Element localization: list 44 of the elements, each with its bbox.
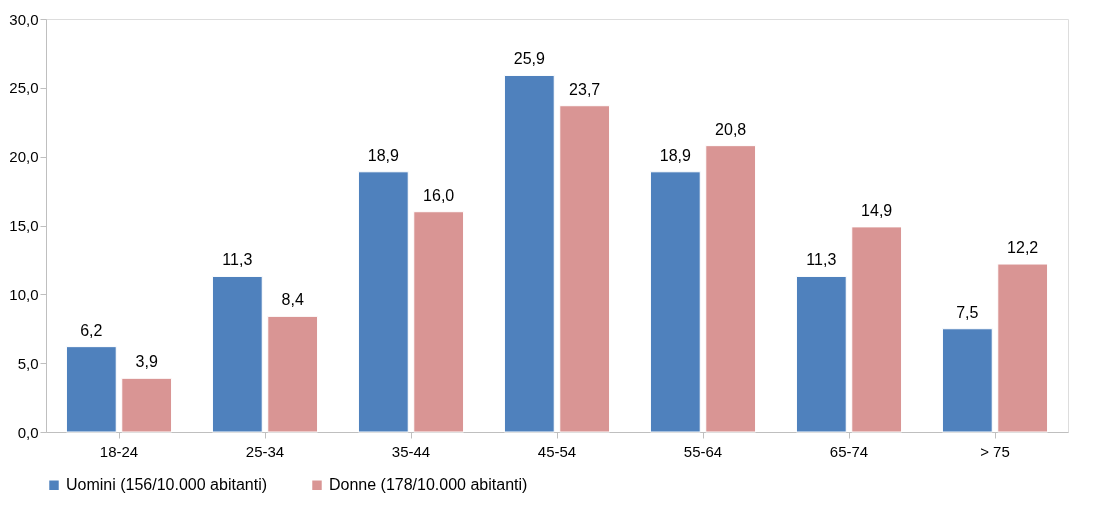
bar [503,74,555,433]
bar [211,275,263,433]
data-label: 11,3 [806,251,837,269]
data-label: 18,9 [659,146,692,164]
data-label: 20,8 [715,120,747,138]
legend-label: Uomini (156/10.000 abitanti) [66,476,268,494]
data-label: 3,9 [135,353,158,371]
data-label: 11,3 [222,251,253,269]
bar [941,328,993,433]
data-label: 14,9 [861,201,893,219]
x-tick-label: 18-24 [99,442,139,460]
y-tick-label: 20,0 [9,148,39,166]
bar [997,263,1049,433]
y-tick-label: 0,0 [17,423,39,441]
data-label: 6,2 [80,321,103,339]
data-label: 23,7 [569,80,601,98]
data-label: 7,5 [956,303,979,321]
y-tick-label: 30,0 [9,10,39,28]
data-label: 12,2 [1007,239,1039,257]
bar [705,145,757,433]
y-tick-label: 25,0 [9,79,39,97]
bar [121,377,173,433]
x-tick-label: 35-44 [391,442,431,460]
x-tick-label: > 75 [980,442,1010,460]
data-label: 18,9 [367,146,400,164]
data-label: 16,0 [423,186,455,204]
bar [413,211,465,433]
y-tick-label: 5,0 [17,354,39,372]
x-tick-label: 55-64 [683,442,723,460]
bar [851,226,903,433]
x-tick-label: 25-34 [245,442,285,460]
data-label: 8,4 [281,291,304,309]
data-label: 25,9 [513,50,546,68]
y-tick-label: 15,0 [9,217,39,234]
x-tick-label: 65-74 [829,442,869,460]
bar [65,346,117,433]
y-tick-label: 10,0 [9,285,39,303]
bar [559,105,611,433]
legend-label: Donne (178/10.000 abitanti) [329,476,528,494]
bar [795,275,847,433]
bar [267,315,319,433]
x-tick-label: 45-54 [537,442,577,460]
bar [649,171,701,433]
bar [357,171,409,433]
